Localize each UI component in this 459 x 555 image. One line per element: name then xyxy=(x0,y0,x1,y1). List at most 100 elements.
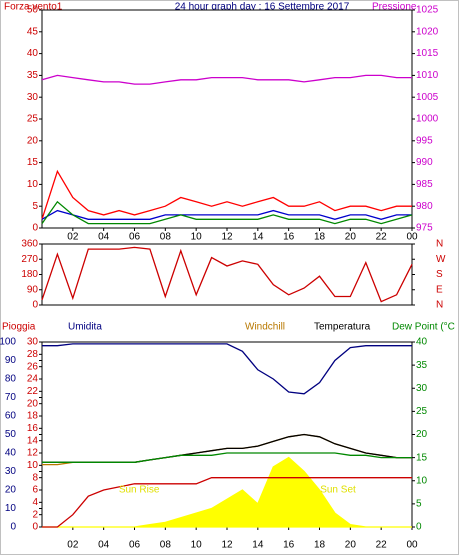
x-tick-label: 12 xyxy=(221,540,233,551)
y-tick-label: 0 xyxy=(32,223,38,234)
y2-tick-label: N xyxy=(436,239,443,250)
line xyxy=(41,209,412,220)
x-tick-label: 20 xyxy=(345,540,357,551)
legend-entry: Umidita xyxy=(68,322,102,333)
x-tick-label: 22 xyxy=(376,232,388,243)
y2-tick-label: 1000 xyxy=(416,114,439,125)
x-tick-label: 08 xyxy=(160,540,172,551)
x-tick-label: 18 xyxy=(314,540,326,551)
y3-tick-label: 30 xyxy=(27,337,39,348)
y2-tick-label: 1025 xyxy=(416,5,439,16)
x-tick-label: 00 xyxy=(406,540,418,551)
x-tick-label: 06 xyxy=(129,540,141,551)
y2-tick-label: 1020 xyxy=(416,26,439,37)
y2-tick-label: 40 xyxy=(416,337,428,348)
pressure-label: Pressione xyxy=(372,2,417,13)
wind-label: Forza vento1 xyxy=(4,2,63,13)
y-tick-label: 50 xyxy=(5,429,17,440)
y2-tick-label: N xyxy=(436,300,443,311)
y3-tick-label: 8 xyxy=(32,472,38,483)
y-tick-label: 100 xyxy=(0,337,16,348)
y2-tick-label: 30 xyxy=(416,383,428,394)
y3-tick-label: 24 xyxy=(27,374,39,385)
legend-entry: Pioggia xyxy=(2,322,36,333)
line xyxy=(42,452,412,463)
y-tick-label: 15 xyxy=(27,157,39,168)
y-tick-label: 360 xyxy=(21,239,38,250)
y-tick-label: 20 xyxy=(27,135,39,146)
y2-tick-label: 985 xyxy=(416,179,433,190)
y-tick-label: 20 xyxy=(5,485,17,496)
y-tick-label: 270 xyxy=(21,254,38,265)
x-tick-label: 14 xyxy=(252,232,264,243)
y3-tick-label: 12 xyxy=(27,448,39,459)
line xyxy=(41,246,413,303)
plot-area xyxy=(41,243,413,306)
y3-tick-label: 4 xyxy=(32,497,38,508)
plot-area xyxy=(41,9,413,229)
y2-tick-label: S xyxy=(436,269,443,280)
x-tick-label: 18 xyxy=(314,232,326,243)
legend-entry: Windchill xyxy=(245,322,285,333)
y-tick-label: 60 xyxy=(5,411,17,422)
y2-tick-label: 990 xyxy=(416,157,433,168)
y3-tick-label: 26 xyxy=(27,361,39,372)
y3-tick-label: 6 xyxy=(32,485,38,496)
line xyxy=(42,477,412,528)
y-tick-label: 10 xyxy=(5,503,17,514)
annotation: Sun Set xyxy=(320,485,356,496)
x-tick-label: 16 xyxy=(283,232,295,243)
y2-tick-label: 0 xyxy=(416,522,422,533)
x-tick-label: 04 xyxy=(98,232,110,243)
y-tick-label: 30 xyxy=(27,92,39,103)
y-tick-label: 80 xyxy=(5,374,17,385)
y-tick-label: 40 xyxy=(27,48,39,59)
x-tick-label: 10 xyxy=(191,232,203,243)
y-tick-label: 30 xyxy=(5,466,17,477)
line xyxy=(41,169,412,220)
y3-tick-label: 22 xyxy=(27,386,39,397)
y3-tick-label: 0 xyxy=(32,522,38,533)
y3-tick-label: 20 xyxy=(27,398,39,409)
y-tick-label: 180 xyxy=(21,269,38,280)
y2-tick-label: 35 xyxy=(416,360,428,371)
y2-tick-label: 10 xyxy=(416,475,428,486)
y-tick-label: 40 xyxy=(5,448,17,459)
x-tick-label: 22 xyxy=(376,540,388,551)
x-tick-label: 10 xyxy=(191,540,203,551)
y-tick-label: 5 xyxy=(32,201,38,212)
annotation: Sun Rise xyxy=(119,485,160,496)
chart-title: 24 hour graph day : 16 Settembre 2017 xyxy=(175,2,350,13)
x-tick-label: 14 xyxy=(252,540,264,551)
y2-tick-label: 25 xyxy=(416,406,428,417)
y2-tick-label: 1005 xyxy=(416,92,439,103)
y3-tick-label: 14 xyxy=(27,435,39,446)
y3-tick-label: 10 xyxy=(27,460,39,471)
x-tick-label: 08 xyxy=(160,232,172,243)
y-tick-label: 90 xyxy=(5,355,17,366)
y2-tick-label: 975 xyxy=(416,223,433,234)
plot-area xyxy=(41,341,413,528)
y2-tick-label: 20 xyxy=(416,429,428,440)
line xyxy=(41,200,413,225)
y-tick-label: 50 xyxy=(27,5,39,16)
x-tick-label: 00 xyxy=(406,232,418,243)
y-tick-label: 0 xyxy=(10,522,16,533)
y-tick-label: 35 xyxy=(27,70,39,81)
y2-tick-label: E xyxy=(436,284,443,295)
x-tick-label: 04 xyxy=(98,540,110,551)
y-tick-label: 45 xyxy=(27,26,39,37)
x-tick-label: 02 xyxy=(67,540,79,551)
y-tick-label: 0 xyxy=(32,300,38,311)
x-tick-label: 20 xyxy=(345,232,357,243)
line xyxy=(42,343,412,395)
y2-tick-label: 980 xyxy=(416,201,433,212)
y3-tick-label: 16 xyxy=(27,423,39,434)
x-tick-label: 02 xyxy=(67,232,79,243)
x-tick-label: 16 xyxy=(283,540,295,551)
legend-entry: Dew Point (°C xyxy=(392,322,455,333)
y-tick-label: 90 xyxy=(27,284,39,295)
y2-tick-label: 15 xyxy=(416,452,428,463)
x-tick-label: 12 xyxy=(221,232,233,243)
